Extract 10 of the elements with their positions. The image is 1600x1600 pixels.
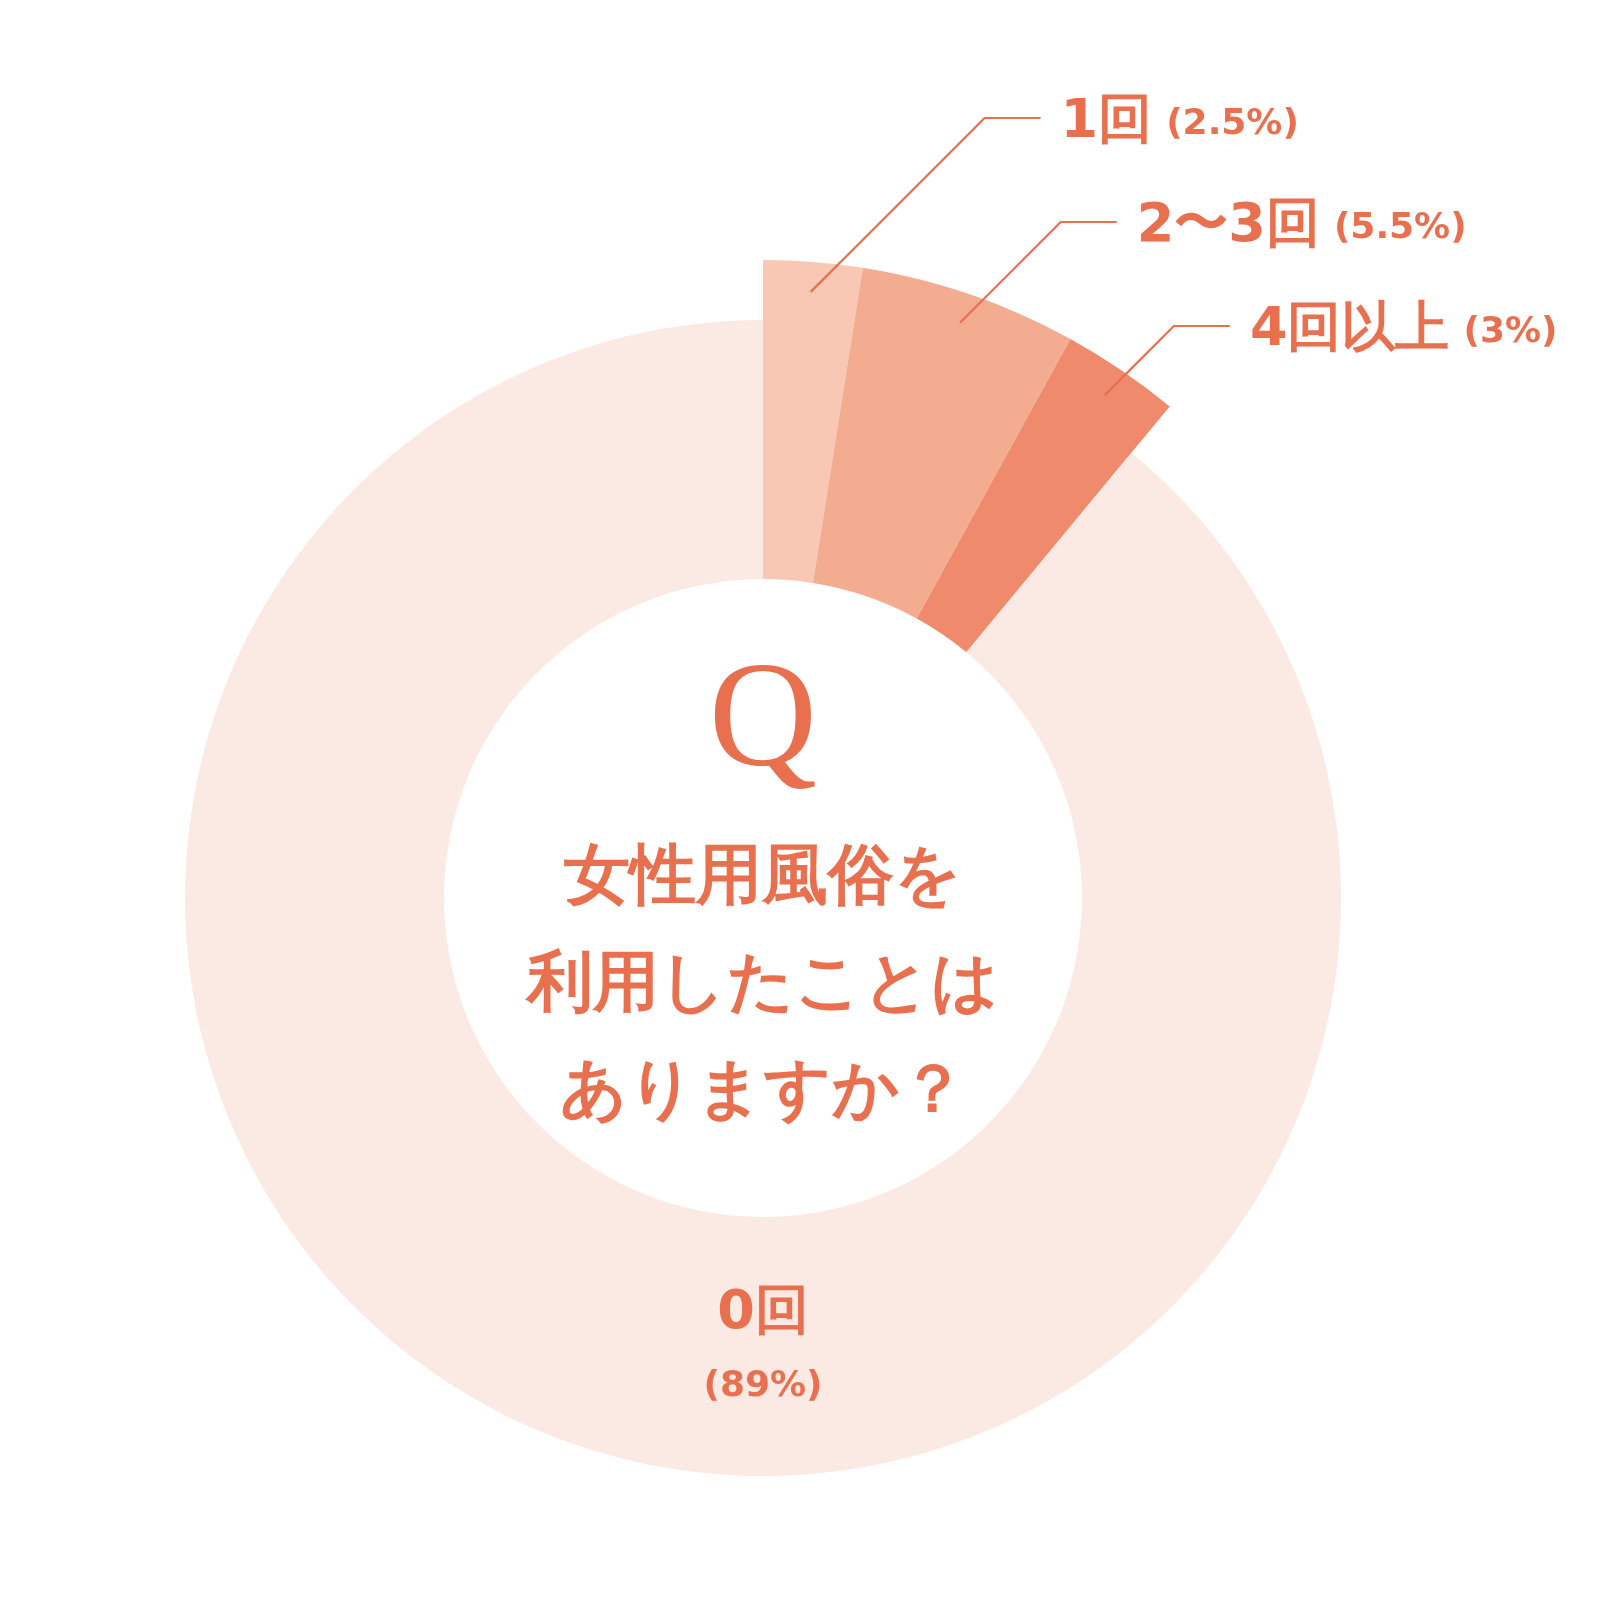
text: Q <box>708 631 818 797</box>
data-label: (89%) <box>703 1363 823 1404</box>
data-label: (5.5%) <box>1333 204 1467 246</box>
slice-label: 0回 <box>717 1278 809 1341</box>
slice-label: 1回 <box>1060 86 1153 150</box>
text: 女性用風俗を利用したことはありますか？ <box>524 835 999 1127</box>
data-label: (3%) <box>1463 308 1558 350</box>
slice-label: 4回以上 <box>1249 294 1450 358</box>
data-label: (2.5%) <box>1166 100 1299 142</box>
slice-label: 2〜3回 <box>1136 190 1320 254</box>
